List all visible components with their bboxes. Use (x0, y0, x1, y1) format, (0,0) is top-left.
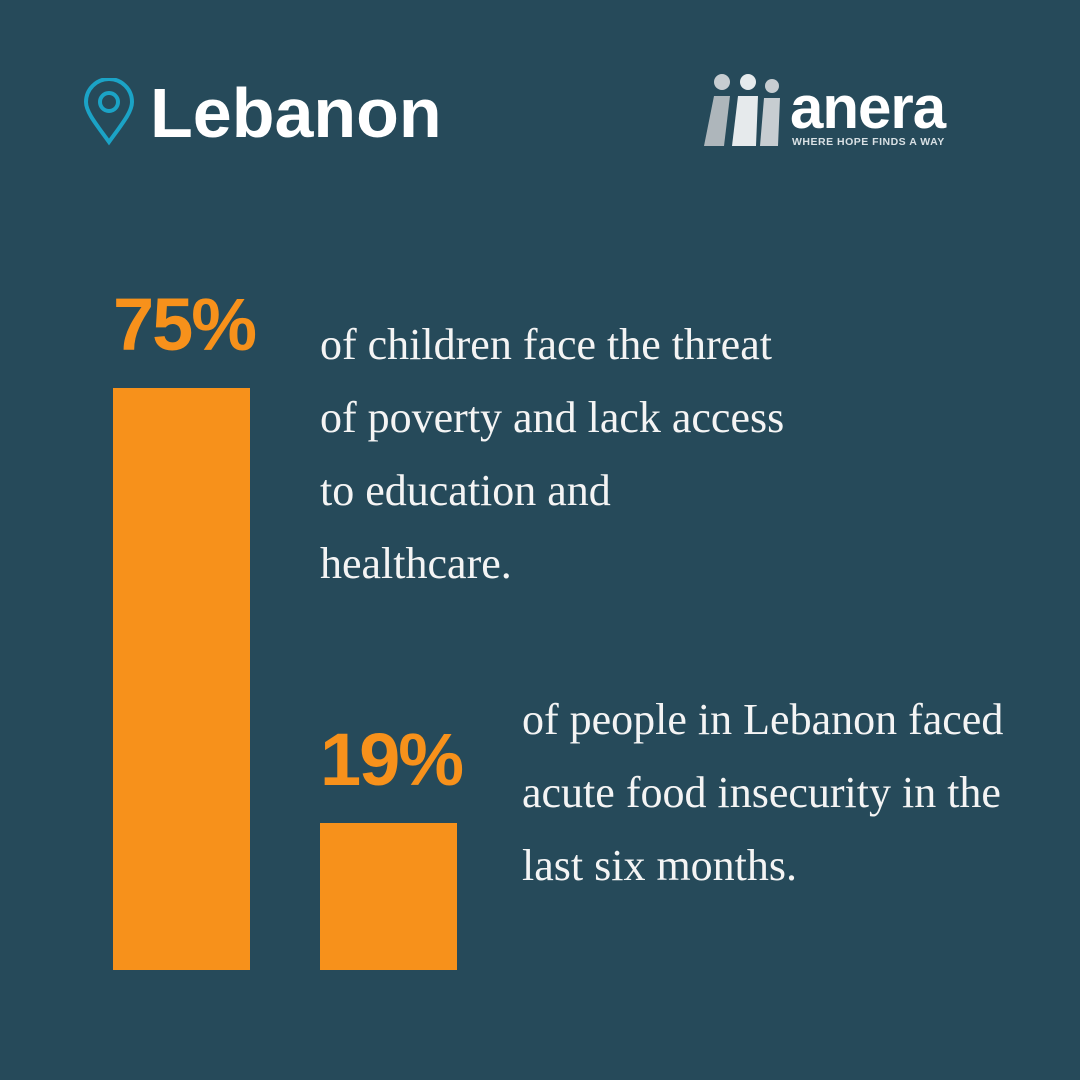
bar (320, 822, 457, 970)
description: of children face the threat of poverty a… (320, 320, 785, 588)
logo-icon (704, 74, 780, 146)
logo-name: anera (790, 74, 946, 141)
logo-tagline: WHERE HOPE FINDS A WAY (792, 136, 945, 148)
value-label: 19% (320, 717, 464, 801)
chart-title: Lebanon (150, 74, 442, 152)
bar (113, 388, 250, 970)
location-pin-icon (83, 78, 135, 146)
value-label: 75% (113, 283, 257, 366)
description: of people in Lebanon faced acute food in… (522, 695, 1004, 890)
